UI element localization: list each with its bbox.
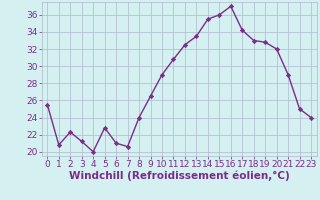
X-axis label: Windchill (Refroidissement éolien,°C): Windchill (Refroidissement éolien,°C): [69, 171, 290, 181]
